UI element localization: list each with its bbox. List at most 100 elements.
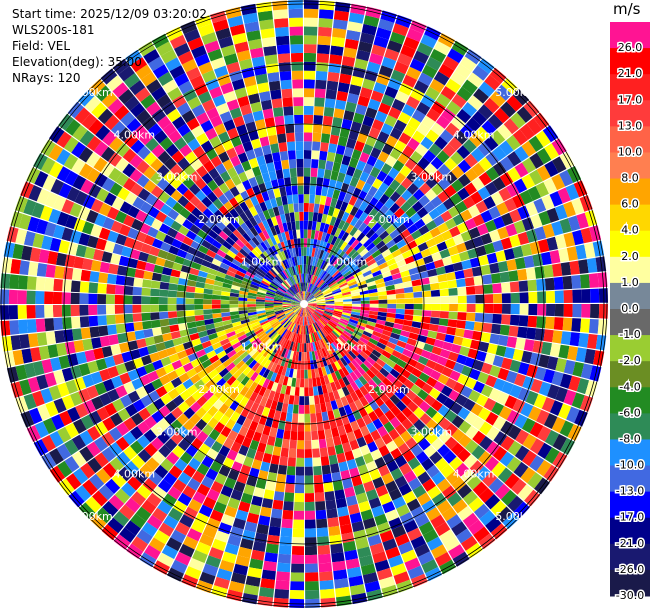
velocity-gate bbox=[303, 316, 304, 326]
velocity-gate bbox=[318, 249, 325, 259]
velocity-gate bbox=[348, 262, 357, 271]
velocity-gate bbox=[368, 262, 379, 270]
velocity-gate bbox=[117, 408, 131, 422]
velocity-gate bbox=[340, 346, 348, 355]
velocity-gate bbox=[409, 20, 427, 34]
velocity-gate bbox=[430, 156, 444, 170]
velocity-gate bbox=[255, 119, 266, 130]
colorbar-swatch bbox=[610, 204, 650, 232]
velocity-gate bbox=[261, 99, 273, 111]
velocity-gate bbox=[306, 306, 314, 313]
velocity-gate bbox=[307, 299, 317, 303]
velocity-gate bbox=[516, 106, 533, 123]
velocity-gate bbox=[230, 489, 243, 501]
velocity-gate bbox=[458, 173, 471, 187]
velocity-gate bbox=[422, 304, 432, 311]
velocity-gate bbox=[226, 589, 243, 602]
velocity-gate bbox=[105, 478, 121, 494]
velocity-gate bbox=[214, 388, 225, 399]
velocity-gate bbox=[399, 165, 412, 178]
velocity-gate bbox=[17, 290, 27, 304]
velocity-gate bbox=[259, 163, 269, 175]
velocity-gate bbox=[181, 110, 196, 123]
velocity-gate bbox=[368, 389, 379, 400]
velocity-gate bbox=[234, 344, 244, 353]
velocity-gate bbox=[295, 466, 304, 476]
velocity-gate bbox=[141, 354, 152, 366]
velocity-gate bbox=[112, 398, 125, 412]
velocity-gate bbox=[321, 464, 331, 475]
velocity-gate bbox=[304, 44, 317, 54]
colorbar-swatch bbox=[610, 22, 650, 49]
velocity-gate bbox=[296, 167, 304, 177]
velocity-gate bbox=[207, 417, 219, 429]
velocity-gate bbox=[172, 116, 186, 130]
velocity-gate bbox=[226, 270, 236, 278]
velocity-gate bbox=[484, 294, 494, 304]
velocity-gate bbox=[527, 186, 541, 201]
velocity-gate bbox=[374, 278, 385, 285]
velocity-gate bbox=[451, 93, 467, 109]
velocity-gate bbox=[261, 322, 270, 329]
velocity-gate bbox=[195, 320, 206, 327]
velocity-gate bbox=[444, 334, 455, 344]
velocity-gate bbox=[263, 338, 272, 347]
velocity-gate bbox=[316, 320, 324, 329]
velocity-gate bbox=[186, 368, 197, 379]
velocity-gate bbox=[388, 244, 399, 254]
velocity-gate bbox=[362, 225, 372, 236]
velocity-gate bbox=[462, 512, 479, 528]
velocity-gate bbox=[267, 361, 275, 371]
velocity-gate bbox=[325, 499, 337, 510]
velocity-gate bbox=[9, 274, 20, 289]
velocity-gate bbox=[325, 401, 333, 412]
velocity-gate bbox=[304, 282, 305, 292]
velocity-gate bbox=[384, 321, 395, 328]
velocity-gate bbox=[433, 259, 445, 269]
velocity-gate bbox=[214, 275, 225, 283]
velocity-gate bbox=[304, 404, 310, 414]
velocity-gate bbox=[219, 111, 233, 123]
velocity-gate bbox=[364, 327, 374, 335]
velocity-gate bbox=[168, 465, 183, 479]
velocity-gate bbox=[292, 229, 297, 239]
velocity-gate bbox=[124, 322, 135, 333]
velocity-gate bbox=[245, 428, 256, 440]
velocity-gate bbox=[402, 319, 413, 327]
velocity-gate bbox=[523, 255, 535, 268]
velocity-gate bbox=[282, 319, 290, 327]
velocity-gate bbox=[316, 279, 324, 288]
velocity-gate bbox=[355, 179, 366, 191]
velocity-gate bbox=[378, 307, 388, 313]
velocity-gate bbox=[168, 507, 183, 522]
velocity-gate bbox=[297, 176, 304, 186]
velocity-gate bbox=[472, 236, 484, 248]
velocity-gate bbox=[283, 358, 290, 368]
velocity-gate bbox=[64, 456, 80, 473]
velocity-gate bbox=[66, 186, 80, 202]
velocity-gate bbox=[391, 525, 407, 538]
velocity-gate bbox=[286, 349, 292, 359]
velocity-gate bbox=[341, 211, 350, 222]
velocity-gate bbox=[285, 412, 293, 423]
velocity-gate bbox=[256, 404, 265, 415]
velocity-gate bbox=[230, 314, 240, 320]
velocity-gate bbox=[70, 292, 80, 304]
velocity-gate bbox=[10, 381, 24, 398]
velocity-gate bbox=[315, 293, 324, 299]
velocity-gate bbox=[521, 418, 536, 433]
velocity-gate bbox=[506, 336, 518, 348]
velocity-gate bbox=[482, 322, 493, 333]
velocity-gate bbox=[273, 302, 283, 304]
velocity-gate bbox=[398, 132, 412, 145]
velocity-gate bbox=[143, 234, 155, 246]
velocity-gate bbox=[238, 501, 251, 513]
velocity-gate bbox=[258, 332, 267, 340]
velocity-gate bbox=[286, 340, 292, 350]
velocity-gate bbox=[446, 326, 457, 336]
velocity-gate bbox=[230, 441, 242, 453]
velocity-gate bbox=[125, 267, 136, 278]
velocity-gate bbox=[193, 218, 205, 229]
velocity-gate bbox=[538, 210, 551, 226]
velocity-gate bbox=[209, 214, 220, 225]
